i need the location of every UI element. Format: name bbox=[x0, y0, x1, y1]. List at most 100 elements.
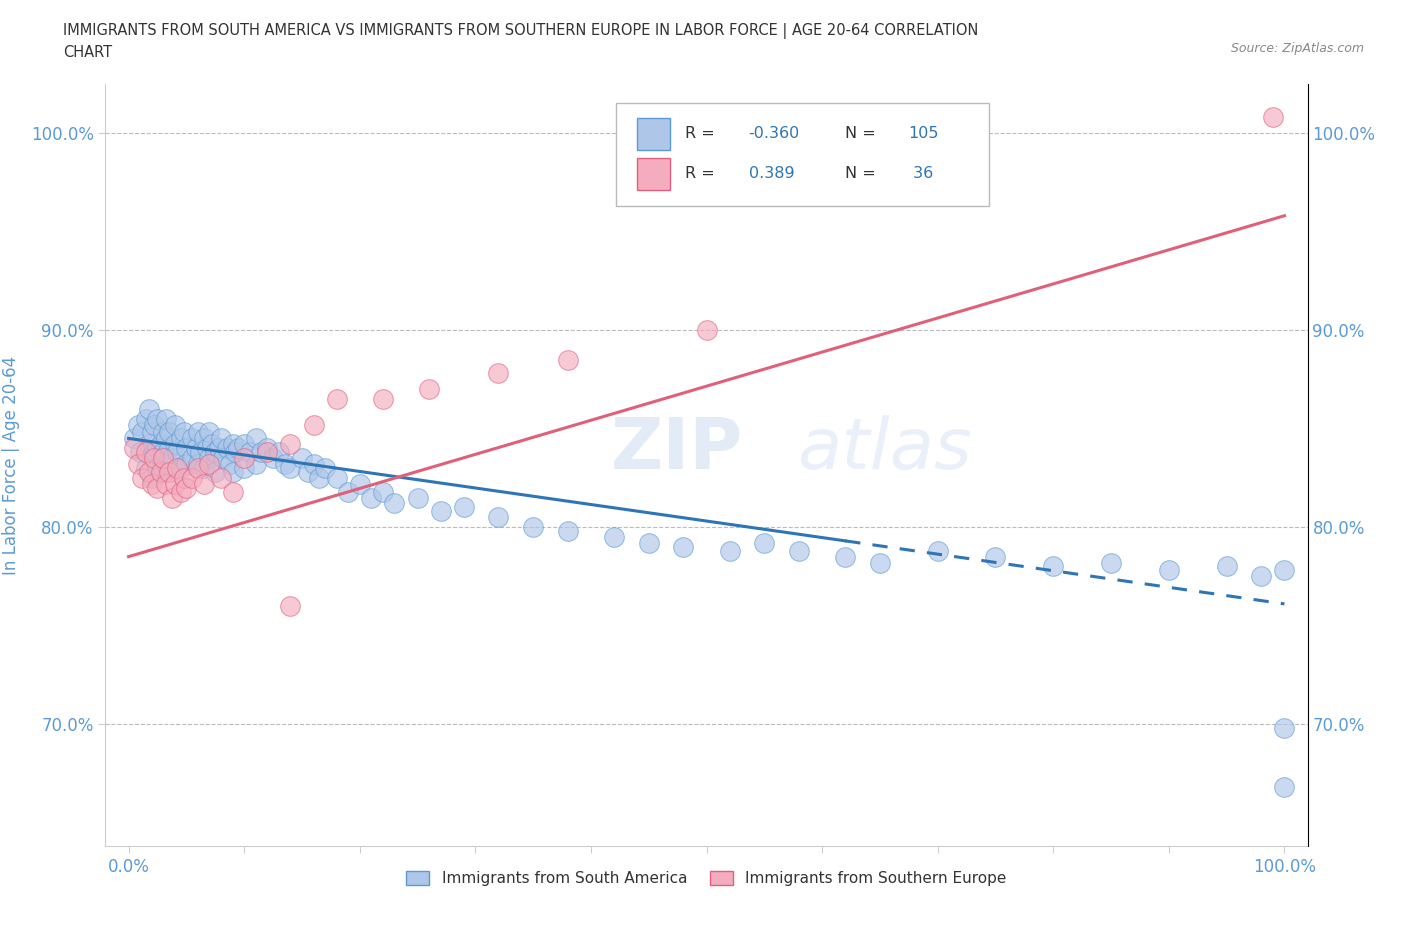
Point bbox=[143, 451, 166, 466]
Point bbox=[204, 445, 226, 459]
Y-axis label: In Labor Force | Age 20-64: In Labor Force | Age 20-64 bbox=[1, 355, 20, 575]
Text: 36: 36 bbox=[908, 166, 934, 181]
Point bbox=[157, 441, 180, 456]
Point bbox=[557, 524, 579, 538]
Point bbox=[280, 598, 302, 613]
Point bbox=[127, 418, 149, 432]
Text: 105: 105 bbox=[908, 126, 939, 140]
Legend: Immigrants from South America, Immigrants from Southern Europe: Immigrants from South America, Immigrant… bbox=[401, 865, 1012, 892]
Point bbox=[221, 464, 243, 479]
Point bbox=[522, 520, 544, 535]
Point bbox=[927, 543, 949, 558]
Point bbox=[181, 431, 204, 445]
Point bbox=[1215, 559, 1237, 574]
Point bbox=[1274, 779, 1296, 794]
Text: R =: R = bbox=[685, 166, 714, 181]
Text: N =: N = bbox=[845, 126, 876, 140]
Point bbox=[176, 480, 198, 495]
Point bbox=[250, 445, 273, 459]
Point bbox=[188, 445, 211, 459]
Point bbox=[239, 445, 262, 459]
Point bbox=[233, 460, 256, 475]
Point bbox=[152, 464, 174, 479]
Point bbox=[233, 451, 256, 466]
Point bbox=[141, 425, 163, 440]
Point bbox=[149, 437, 172, 452]
Point bbox=[209, 431, 232, 445]
Point bbox=[146, 441, 169, 456]
Point bbox=[371, 485, 394, 499]
Point bbox=[155, 411, 177, 426]
Point bbox=[135, 411, 157, 426]
Point bbox=[193, 476, 215, 491]
Point bbox=[557, 352, 579, 367]
Point bbox=[198, 451, 221, 466]
Point bbox=[146, 480, 169, 495]
Point bbox=[146, 411, 169, 426]
Point bbox=[209, 471, 232, 485]
Point bbox=[173, 425, 195, 440]
Point bbox=[453, 500, 475, 515]
Point bbox=[984, 550, 1007, 565]
Point bbox=[325, 471, 347, 485]
Point bbox=[869, 555, 891, 570]
Point bbox=[152, 451, 174, 466]
Point bbox=[245, 431, 267, 445]
Point bbox=[834, 550, 856, 565]
Point bbox=[157, 457, 180, 472]
Point bbox=[718, 543, 741, 558]
Point bbox=[314, 460, 336, 475]
Point bbox=[129, 445, 152, 459]
Text: R =: R = bbox=[685, 126, 714, 140]
Point bbox=[212, 451, 235, 466]
Point bbox=[198, 425, 221, 440]
Point bbox=[1274, 563, 1296, 578]
Point bbox=[184, 441, 207, 456]
Point bbox=[406, 490, 429, 505]
Point bbox=[201, 437, 224, 452]
Point bbox=[152, 425, 174, 440]
Point bbox=[157, 425, 180, 440]
Point bbox=[146, 460, 169, 475]
Point bbox=[1250, 569, 1272, 584]
Point bbox=[384, 496, 406, 511]
Point bbox=[325, 392, 347, 406]
Point bbox=[349, 476, 371, 491]
Point bbox=[429, 504, 451, 519]
Point bbox=[127, 457, 149, 472]
Bar bbox=[637, 158, 671, 191]
Point bbox=[155, 431, 177, 445]
Point bbox=[1099, 555, 1122, 570]
Point bbox=[418, 381, 440, 396]
Point bbox=[273, 457, 295, 472]
Point bbox=[149, 451, 172, 466]
Point bbox=[256, 441, 278, 456]
Point bbox=[787, 543, 810, 558]
Point bbox=[138, 402, 160, 417]
Point bbox=[157, 464, 180, 479]
Point bbox=[181, 451, 204, 466]
Point bbox=[371, 392, 394, 406]
Point bbox=[193, 431, 215, 445]
Point bbox=[131, 471, 153, 485]
Point bbox=[141, 451, 163, 466]
Point bbox=[224, 445, 246, 459]
Point bbox=[155, 476, 177, 491]
Point bbox=[166, 445, 188, 459]
Point bbox=[228, 441, 250, 456]
Point bbox=[173, 471, 195, 485]
Text: -0.360: -0.360 bbox=[748, 126, 800, 140]
Point bbox=[163, 464, 186, 479]
Point bbox=[308, 471, 330, 485]
Point bbox=[215, 441, 238, 456]
Point bbox=[187, 425, 209, 440]
Point bbox=[1042, 559, 1064, 574]
Point bbox=[488, 510, 510, 525]
Text: IMMIGRANTS FROM SOUTH AMERICA VS IMMIGRANTS FROM SOUTHERN EUROPE IN LABOR FORCE : IMMIGRANTS FROM SOUTH AMERICA VS IMMIGRA… bbox=[63, 23, 979, 39]
Point bbox=[696, 323, 718, 338]
Point bbox=[169, 431, 191, 445]
Point bbox=[198, 457, 221, 472]
Text: N =: N = bbox=[845, 166, 876, 181]
Point bbox=[152, 445, 174, 459]
Point bbox=[754, 536, 776, 551]
